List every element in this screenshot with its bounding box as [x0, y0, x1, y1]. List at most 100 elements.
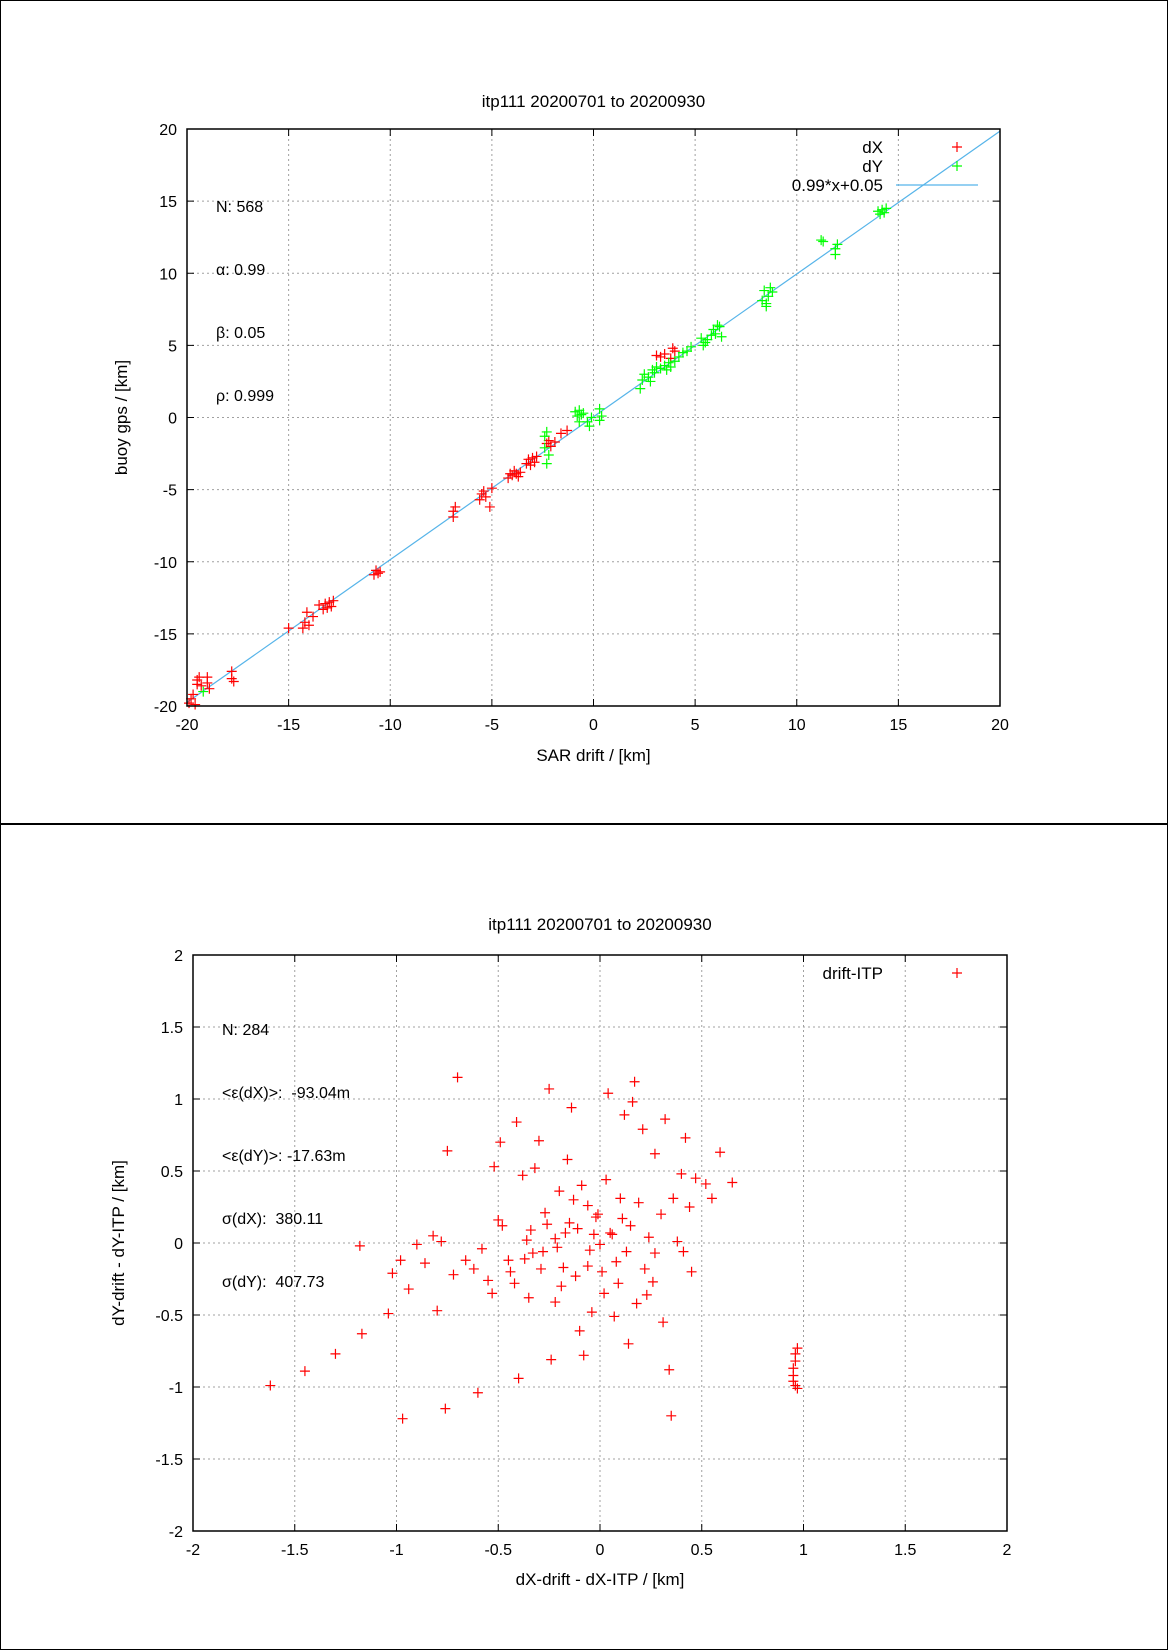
data-point	[326, 601, 337, 612]
data-point	[605, 1227, 616, 1238]
scatter-plot-top: -20 -15 -10 -5 0 5 10 15 20 -20 -15 -10 -5 0 5 10 15 20 it…	[112, 92, 1009, 765]
stat-line: β: 0.05	[216, 325, 266, 342]
data-point	[656, 1209, 667, 1220]
data-point	[527, 452, 538, 463]
data-point	[541, 426, 552, 437]
data-point	[617, 1213, 628, 1224]
x-tick-label: 1.5	[894, 1542, 916, 1559]
data-point	[582, 1200, 593, 1211]
data-point	[440, 1403, 451, 1414]
data-point	[543, 450, 554, 461]
data-point	[419, 1258, 430, 1269]
data-point	[228, 676, 239, 687]
stats-box-top: N: 568 α: 0.99 β: 0.05 ρ: 0.999	[216, 155, 274, 449]
data-point	[666, 1410, 677, 1421]
stat-line: σ(dX): 380.11	[222, 1211, 324, 1228]
data-point	[875, 209, 886, 220]
x-tick-label: -10	[379, 717, 402, 734]
data-point	[301, 607, 312, 618]
data-point	[584, 421, 595, 432]
data-point	[613, 1278, 624, 1289]
x-tick-label: -1.5	[281, 1542, 309, 1559]
data-point	[387, 1268, 398, 1279]
data-point	[572, 1223, 583, 1234]
data-point	[578, 408, 589, 419]
data-point	[538, 1246, 549, 1257]
data-point	[452, 1072, 463, 1083]
data-point	[714, 321, 725, 332]
data-point	[523, 1292, 534, 1303]
x-tick-label: -0.5	[484, 1542, 512, 1559]
data-point	[651, 350, 662, 361]
data-point	[690, 1173, 701, 1184]
chart-title: itp111 20200701 to 20200930	[488, 915, 711, 934]
y-tick-label: -0.5	[155, 1308, 183, 1325]
data-point	[556, 1281, 567, 1292]
data-point	[619, 1109, 630, 1120]
data-point	[299, 1366, 310, 1377]
data-point	[503, 1255, 514, 1266]
data-point	[625, 1220, 636, 1231]
x-tick-label: -1	[389, 1542, 403, 1559]
data-point	[450, 501, 461, 512]
data-point	[204, 683, 215, 694]
y-axis-label: buoy gps / [km]	[112, 360, 131, 475]
data-point	[283, 623, 294, 634]
data-point	[761, 298, 772, 309]
data-point	[641, 1289, 652, 1300]
y-tick-label: -1	[169, 1380, 183, 1397]
x-tick-label: 0	[589, 717, 598, 734]
data-point	[541, 458, 552, 469]
data-point	[314, 600, 325, 611]
y-tick-label: 10	[159, 266, 177, 283]
data-point	[686, 1266, 697, 1277]
x-axis-label: SAR drift / [km]	[536, 746, 650, 765]
data-point	[664, 1364, 675, 1375]
data-point	[881, 203, 892, 214]
data-point	[322, 602, 333, 613]
data-point	[677, 347, 688, 358]
data-point	[672, 1236, 683, 1247]
chart-panel-bottom: -2 -1.5 -1 -0.5 0 0.5 1 1.5 2 -2 -1.5 -1 -0.5 0 0.5 1 1.…	[0, 824, 1168, 1650]
data-point	[649, 1148, 660, 1159]
data-point	[596, 411, 607, 422]
data-point	[727, 1177, 738, 1188]
data-point	[696, 333, 707, 344]
stat-line: α: 0.99	[216, 262, 266, 279]
data-point	[568, 1194, 579, 1205]
x-tick-label: 10	[788, 717, 806, 734]
legend-label: 0.99*x+0.05	[792, 176, 883, 195]
data-point	[487, 1288, 498, 1299]
data-point	[566, 1102, 577, 1113]
data-point	[792, 1343, 803, 1354]
data-point	[576, 409, 587, 420]
data-point	[493, 1214, 504, 1225]
data-point	[706, 330, 717, 341]
fit-line	[187, 130, 1000, 703]
data-point	[328, 595, 339, 606]
data-point	[472, 1387, 483, 1398]
stat-line: <ε(dX)>: -93.04m	[222, 1085, 351, 1102]
data-point	[669, 346, 680, 357]
data-point	[668, 1193, 679, 1204]
y-tick-label: -1.5	[155, 1452, 183, 1469]
y-tick-label: 5	[168, 338, 177, 355]
data-point	[521, 458, 532, 469]
data-point	[607, 1229, 618, 1240]
data-point	[497, 1220, 508, 1231]
data-point	[592, 1209, 603, 1220]
data-point	[680, 1132, 691, 1143]
data-point	[676, 1168, 687, 1179]
data-point	[651, 362, 662, 373]
stat-line: N: 568	[216, 199, 264, 216]
data-point	[594, 415, 605, 426]
data-point	[595, 1239, 605, 1250]
data-point	[297, 623, 308, 634]
data-point	[373, 568, 384, 579]
data-point	[531, 451, 542, 462]
data-point	[550, 1297, 561, 1308]
x-tick-label: 15	[889, 717, 907, 734]
data-point	[582, 1261, 593, 1272]
data-point	[582, 416, 593, 427]
data-point	[706, 1193, 717, 1204]
